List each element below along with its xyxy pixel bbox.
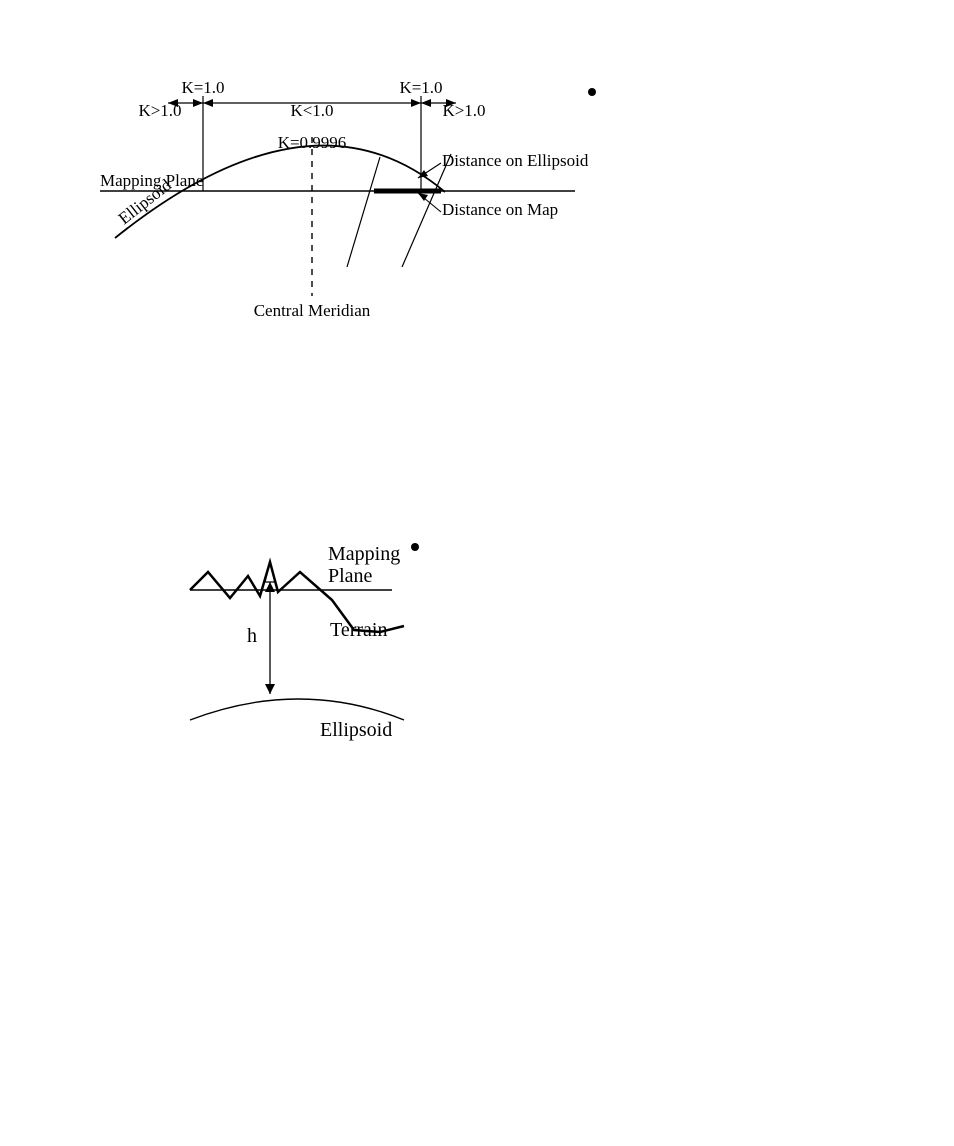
f1-dim-arrow-right-in xyxy=(421,99,431,107)
f2-h-arrow-bottom xyxy=(265,684,275,694)
f1-label-k-center: K=0.9996 xyxy=(278,133,347,152)
figure-2: Mapping Plane Terrain h Ellipsoid xyxy=(190,543,419,741)
f2-label-h: h xyxy=(247,625,257,647)
f1-label-dist-map: Distance on Map xyxy=(442,200,558,219)
f1-dim-arrow-left-in2 xyxy=(203,99,213,107)
f1-label-k-lt-mid: K<1.0 xyxy=(290,101,333,120)
f2-label-terrain: Terrain xyxy=(330,619,387,641)
f1-label-k-eq-right: K=1.0 xyxy=(399,78,442,97)
f2-label-mapping-1: Mapping xyxy=(328,543,400,565)
figure-1: K=1.0 K=1.0 K>1.0 K<1.0 K>1.0 K=0.9996 M… xyxy=(100,78,596,320)
f1-dim-arrow-left-in xyxy=(193,99,203,107)
f2-label-ellipsoid: Ellipsoid xyxy=(320,719,392,741)
f1-label-dist-ellip: Distance on Ellipsoid xyxy=(442,151,589,170)
diagram-canvas: K=1.0 K=1.0 K>1.0 K<1.0 K>1.0 K=0.9996 M… xyxy=(0,0,954,1146)
f1-label-k-gt-left: K>1.0 xyxy=(138,101,181,120)
f1-label-k-eq-left: K=1.0 xyxy=(181,78,224,97)
f2-h-arrow-top xyxy=(265,582,275,592)
f1-label-k-gt-right: K>1.0 xyxy=(442,101,485,120)
f1-bullet xyxy=(588,88,596,96)
f1-wedge-left xyxy=(347,157,380,267)
f2-ellipsoid-arc xyxy=(190,699,404,720)
f2-bullet xyxy=(411,543,419,551)
f1-label-central-meridian: Central Meridian xyxy=(254,301,371,320)
f1-dim-arrow-right-in2 xyxy=(411,99,421,107)
f2-label-mapping-2: Plane xyxy=(328,565,373,587)
